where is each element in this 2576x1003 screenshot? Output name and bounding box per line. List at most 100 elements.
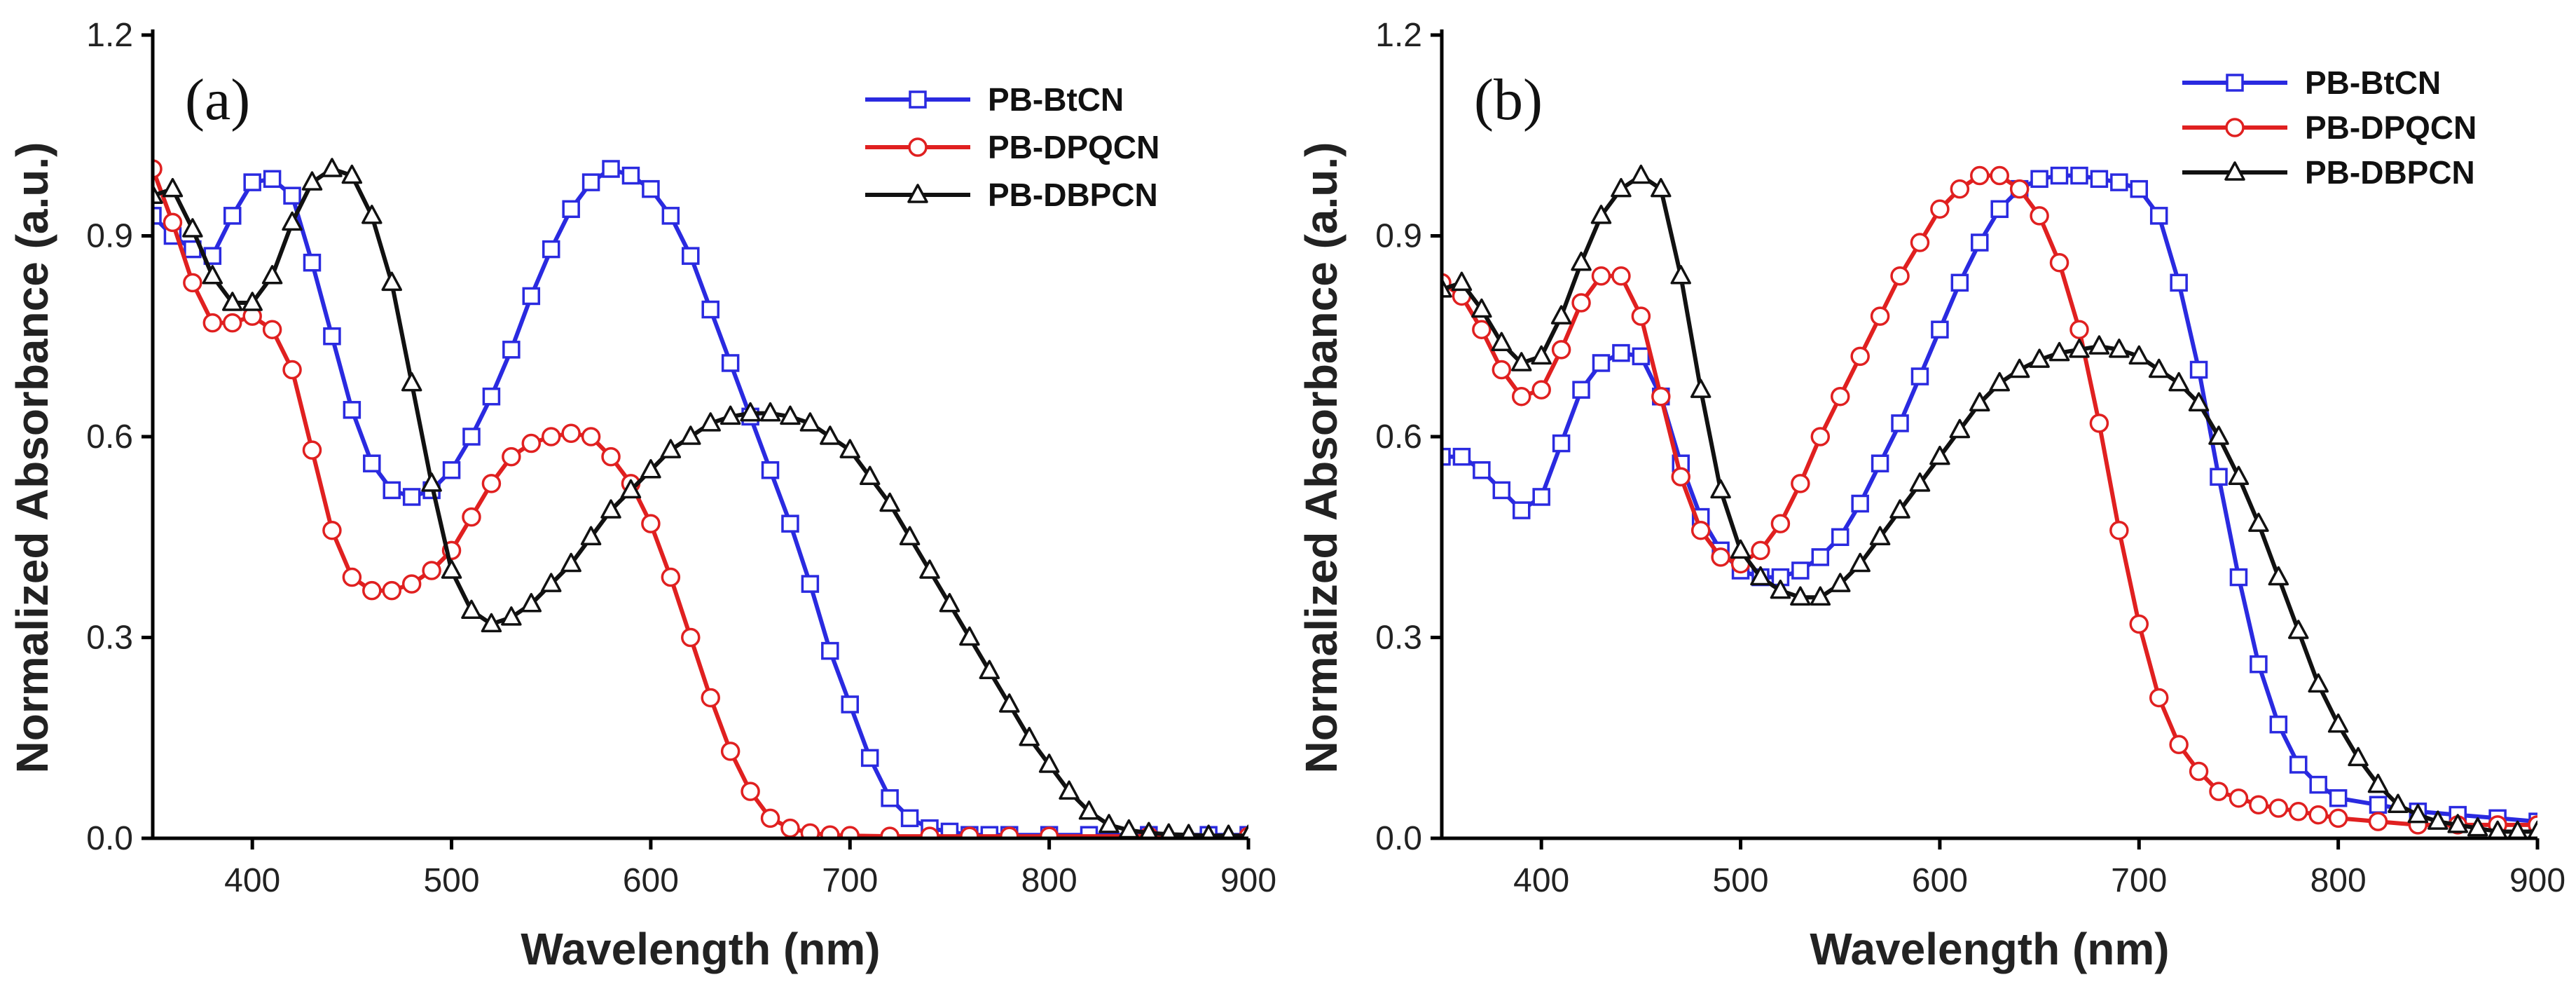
legend-marker-circle	[908, 137, 928, 157]
data-point-circle	[2169, 735, 2189, 755]
data-point-square	[1791, 561, 1810, 580]
data-point-square	[661, 207, 680, 225]
data-point-square	[1971, 233, 1989, 252]
data-point-circle	[1830, 386, 1850, 407]
data-point-triangle	[2288, 620, 2309, 639]
data-point-circle	[681, 627, 701, 648]
data-point-circle	[641, 514, 661, 533]
data-point-circle	[462, 507, 481, 527]
data-point-triangle	[560, 552, 581, 573]
data-point-circle	[541, 427, 561, 446]
x-axis-title: Wavelength (nm)	[1810, 924, 2169, 974]
data-point-triangle	[441, 559, 462, 579]
data-point-square	[442, 461, 461, 479]
data-point-triangle	[2348, 746, 2369, 767]
data-point-triangle	[162, 177, 184, 198]
data-point-square	[1931, 320, 1949, 339]
data-point-square	[153, 207, 162, 225]
data-point-circle	[1472, 320, 1492, 339]
legend-label: PB-BtCN	[2305, 64, 2441, 101]
data-point-square	[2229, 568, 2248, 587]
data-point-triangle	[1571, 251, 1592, 271]
data-point-circle	[1690, 520, 1711, 540]
data-point-triangle	[879, 492, 900, 512]
data-point-square	[2130, 179, 2149, 198]
data-point-triangle	[780, 405, 801, 425]
data-point-square	[1552, 434, 1571, 453]
data-point-square	[323, 327, 341, 346]
data-point-circle	[2368, 812, 2388, 831]
data-point-square	[1871, 454, 1889, 472]
data-point-square	[1632, 347, 1651, 366]
data-point-circle	[282, 360, 302, 380]
data-point-triangle	[1850, 552, 1871, 573]
panel-label: (b)	[1474, 67, 1543, 132]
data-point-circle	[1671, 467, 1690, 487]
series-pb-dbpcn	[153, 158, 1248, 838]
data-point-square	[502, 341, 521, 359]
data-point-square	[1851, 494, 1869, 513]
data-point-circle	[1511, 386, 1531, 407]
legend-item-pb-btcn: PB-BtCN	[2182, 64, 2441, 101]
data-point-triangle	[381, 271, 402, 292]
legend-marker-circle	[2225, 118, 2245, 137]
x-tick-label: 500	[1712, 862, 1768, 899]
data-point-triangle	[1139, 821, 1159, 838]
data-point-triangle	[1929, 445, 1950, 465]
data-point-triangle	[2487, 820, 2508, 838]
data-point-square	[2289, 756, 2308, 774]
data-point-square	[1990, 200, 2009, 219]
y-tick-label: 0.3	[1375, 620, 1422, 657]
data-point-circle	[2049, 252, 2069, 273]
data-point-square	[2149, 207, 2168, 225]
data-point-circle	[1571, 293, 1591, 313]
data-point-square	[482, 387, 501, 406]
data-point-triangle	[1651, 177, 1672, 198]
data-point-square	[881, 789, 899, 807]
legend-label: PB-DPQCN	[2305, 109, 2477, 146]
data-point-triangle	[2507, 820, 2528, 838]
data-point-triangle	[2148, 358, 2170, 378]
legend-label: PB-DPQCN	[988, 129, 1159, 165]
data-point-circle	[163, 212, 183, 233]
data-point-square	[1831, 528, 1850, 546]
data-point-triangle	[2029, 348, 2050, 368]
data-point-triangle	[1710, 479, 1731, 499]
data-point-square	[2189, 360, 2208, 379]
data-point-triangle	[600, 499, 621, 519]
data-point-triangle	[899, 526, 921, 545]
data-point-circle	[1850, 346, 1870, 367]
x-tick-label: 700	[822, 862, 878, 899]
data-point-triangle	[999, 693, 1020, 713]
data-point-circle	[362, 580, 382, 601]
y-tick-label: 0.0	[86, 820, 133, 857]
data-point-circle	[342, 567, 362, 587]
data-point-triangle	[919, 559, 940, 579]
data-point-triangle	[1451, 271, 1473, 292]
data-point-triangle	[2467, 817, 2488, 837]
y-tick-label: 1.2	[86, 17, 133, 54]
data-point-circle	[581, 427, 601, 446]
data-point-circle	[202, 313, 223, 333]
data-point-triangle	[501, 606, 522, 626]
data-point-square	[2170, 273, 2188, 292]
data-point-triangle	[301, 171, 323, 191]
data-point-triangle	[2447, 814, 2469, 833]
data-point-triangle	[740, 402, 761, 422]
data-point-circle	[960, 826, 979, 838]
legend-marker-triangle	[907, 184, 928, 203]
data-point-triangle	[2188, 392, 2210, 411]
data-point-circle	[1000, 826, 1019, 838]
y-tick-label: 1.2	[1375, 17, 1422, 54]
data-point-square	[781, 514, 799, 533]
data-point-triangle	[1098, 814, 1120, 833]
data-point-triangle	[1590, 205, 1612, 224]
data-point-triangle	[1510, 352, 1532, 371]
data-point-triangle	[839, 439, 861, 458]
y-tick-label: 0.9	[86, 218, 133, 255]
data-point-circle	[2089, 414, 2109, 433]
data-point-circle	[222, 313, 242, 333]
data-point-circle	[2129, 614, 2149, 634]
data-point-triangle	[2088, 335, 2110, 355]
